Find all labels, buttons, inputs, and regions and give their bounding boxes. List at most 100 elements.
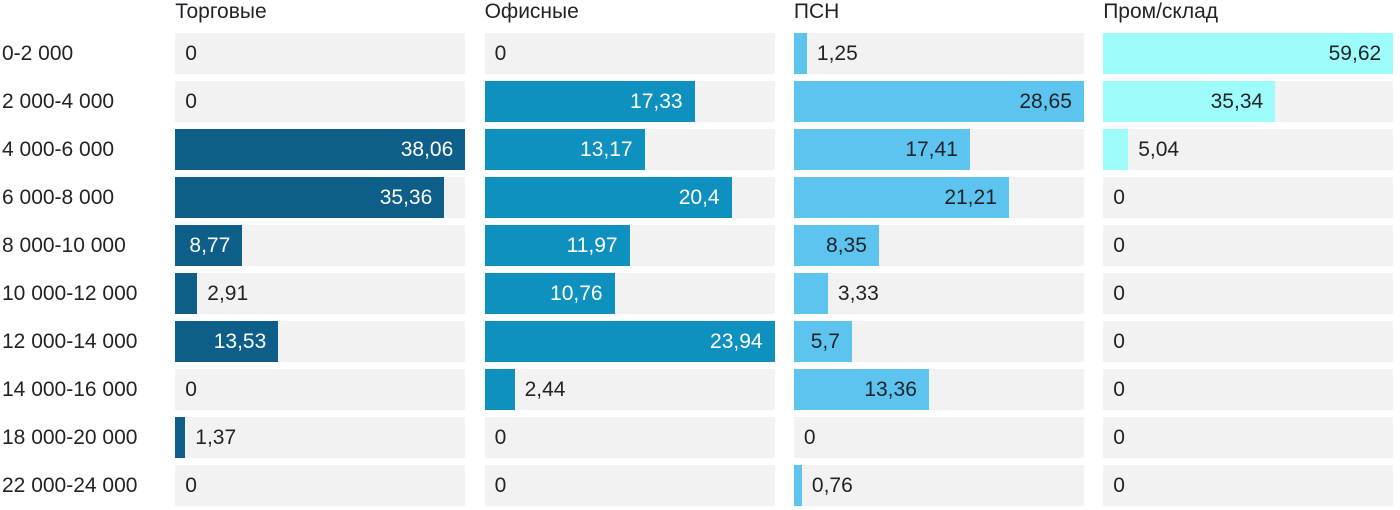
bar-value: 0 <box>185 377 197 401</box>
bar-value: 35,34 <box>1210 89 1264 113</box>
bar <box>175 177 445 218</box>
bar-value: 11,97 <box>566 233 618 257</box>
row-label: 18 000-20 000 <box>2 425 138 449</box>
bar <box>1103 33 1394 74</box>
row-label: 4 000-6 000 <box>2 137 115 161</box>
bar-value: 3,33 <box>837 281 879 305</box>
bar-track: 1,37 <box>175 417 466 458</box>
bar-track: 21,21 <box>793 177 1084 218</box>
bar-track: 0 <box>484 33 775 74</box>
bar-value: 20,4 <box>678 185 720 209</box>
bar-value: 35,36 <box>379 185 433 209</box>
bar-value: 0 <box>1113 473 1125 497</box>
bar-track: 35,36 <box>175 177 466 218</box>
row-label: 14 000-16 000 <box>2 377 138 401</box>
bar <box>793 33 807 74</box>
bar-track: 0 <box>1103 225 1394 266</box>
bar-value: 21,21 <box>944 185 997 209</box>
bar <box>793 225 879 266</box>
bar-value: 1,37 <box>195 425 237 449</box>
bar-track: 0 <box>175 465 466 506</box>
bar-value: 2,91 <box>207 281 249 305</box>
bar-value: 0 <box>494 41 507 65</box>
bar-track: 0 <box>1103 321 1394 362</box>
bar-track: 13,17 <box>484 129 775 170</box>
row-label: 12 000-14 000 <box>2 329 138 353</box>
row-label: 6 000-8 000 <box>2 185 115 209</box>
bar-value: 0,76 <box>811 473 853 497</box>
bar <box>793 177 1009 218</box>
bar-track: 17,41 <box>793 129 1084 170</box>
bar <box>793 369 929 410</box>
bar-track: 17,33 <box>484 81 775 122</box>
bar-value: 1,25 <box>816 41 858 65</box>
row-label: 0-2 000 <box>2 41 74 65</box>
bar-track: 5,04 <box>1103 129 1394 170</box>
bar-value: 0 <box>185 89 197 113</box>
bar <box>793 129 970 170</box>
bar <box>484 81 695 122</box>
bar-value: 59,62 <box>1328 41 1382 65</box>
bar-track: 0 <box>175 33 466 74</box>
bar-track: 28,65 <box>793 81 1084 122</box>
bar-track: 2,44 <box>484 369 775 410</box>
corner-spacer <box>0 0 156 26</box>
bar <box>175 225 243 266</box>
series-header-torgovye: Торговые <box>175 0 267 23</box>
bar-track: 2,91 <box>175 273 466 314</box>
bar <box>1103 81 1276 122</box>
bar-track: 0,76 <box>793 465 1084 506</box>
bar-value: 10,76 <box>550 281 603 305</box>
bar-value: 17,33 <box>630 89 683 113</box>
bar-track: 35,34 <box>1103 81 1394 122</box>
bar <box>484 369 515 410</box>
bar-value: 13,36 <box>864 377 917 401</box>
bar-value: 0 <box>1113 281 1125 305</box>
bar-value: 8,35 <box>826 233 867 257</box>
row-label: 2 000-4 000 <box>2 89 115 113</box>
bar-track: 0 <box>1103 369 1394 410</box>
series-header-ofisnye: Офисные <box>484 0 579 23</box>
bar-value: 2,44 <box>524 377 566 401</box>
bar-track: 0 <box>175 369 466 410</box>
bar-value: 38,06 <box>400 137 454 161</box>
bar-track: 59,62 <box>1103 33 1394 74</box>
bar-value: 23,94 <box>710 329 763 353</box>
bar-value: 0 <box>1113 329 1125 353</box>
bar-track: 0 <box>484 465 775 506</box>
bar-track: 5,7 <box>793 321 1084 362</box>
bar-value: 0 <box>185 41 197 65</box>
bar-value: 5,04 <box>1138 137 1180 161</box>
bar-track: 0 <box>175 81 466 122</box>
bar <box>175 321 279 362</box>
bar-value: 28,65 <box>1019 89 1072 113</box>
bar-value: 13,17 <box>580 137 633 161</box>
bar-track: 0 <box>793 417 1084 458</box>
bar-value: 8,77 <box>189 233 231 257</box>
bar-track: 0 <box>1103 273 1394 314</box>
bar <box>484 225 630 266</box>
bar-track: 10,76 <box>484 273 775 314</box>
bar-value: 0 <box>1113 425 1125 449</box>
bar <box>793 81 1084 122</box>
bar <box>175 417 186 458</box>
bar-value: 0 <box>1113 233 1125 257</box>
bar <box>793 273 828 314</box>
bar <box>175 273 198 314</box>
bar-track: 13,53 <box>175 321 466 362</box>
bar <box>484 321 775 362</box>
bar-value: 0 <box>1113 185 1125 209</box>
bar <box>484 129 645 170</box>
bar-value: 0 <box>1113 377 1125 401</box>
bar-track: 13,36 <box>793 369 1084 410</box>
bar-track: 0 <box>1103 177 1394 218</box>
bar <box>484 177 732 218</box>
bar-value: 17,41 <box>905 137 958 161</box>
bar-track: 8,77 <box>175 225 466 266</box>
bar-track: 0 <box>484 417 775 458</box>
series-header-psn: ПСН <box>793 0 840 23</box>
row-label: 22 000-24 000 <box>2 473 138 497</box>
bar-value: 0 <box>803 425 816 449</box>
